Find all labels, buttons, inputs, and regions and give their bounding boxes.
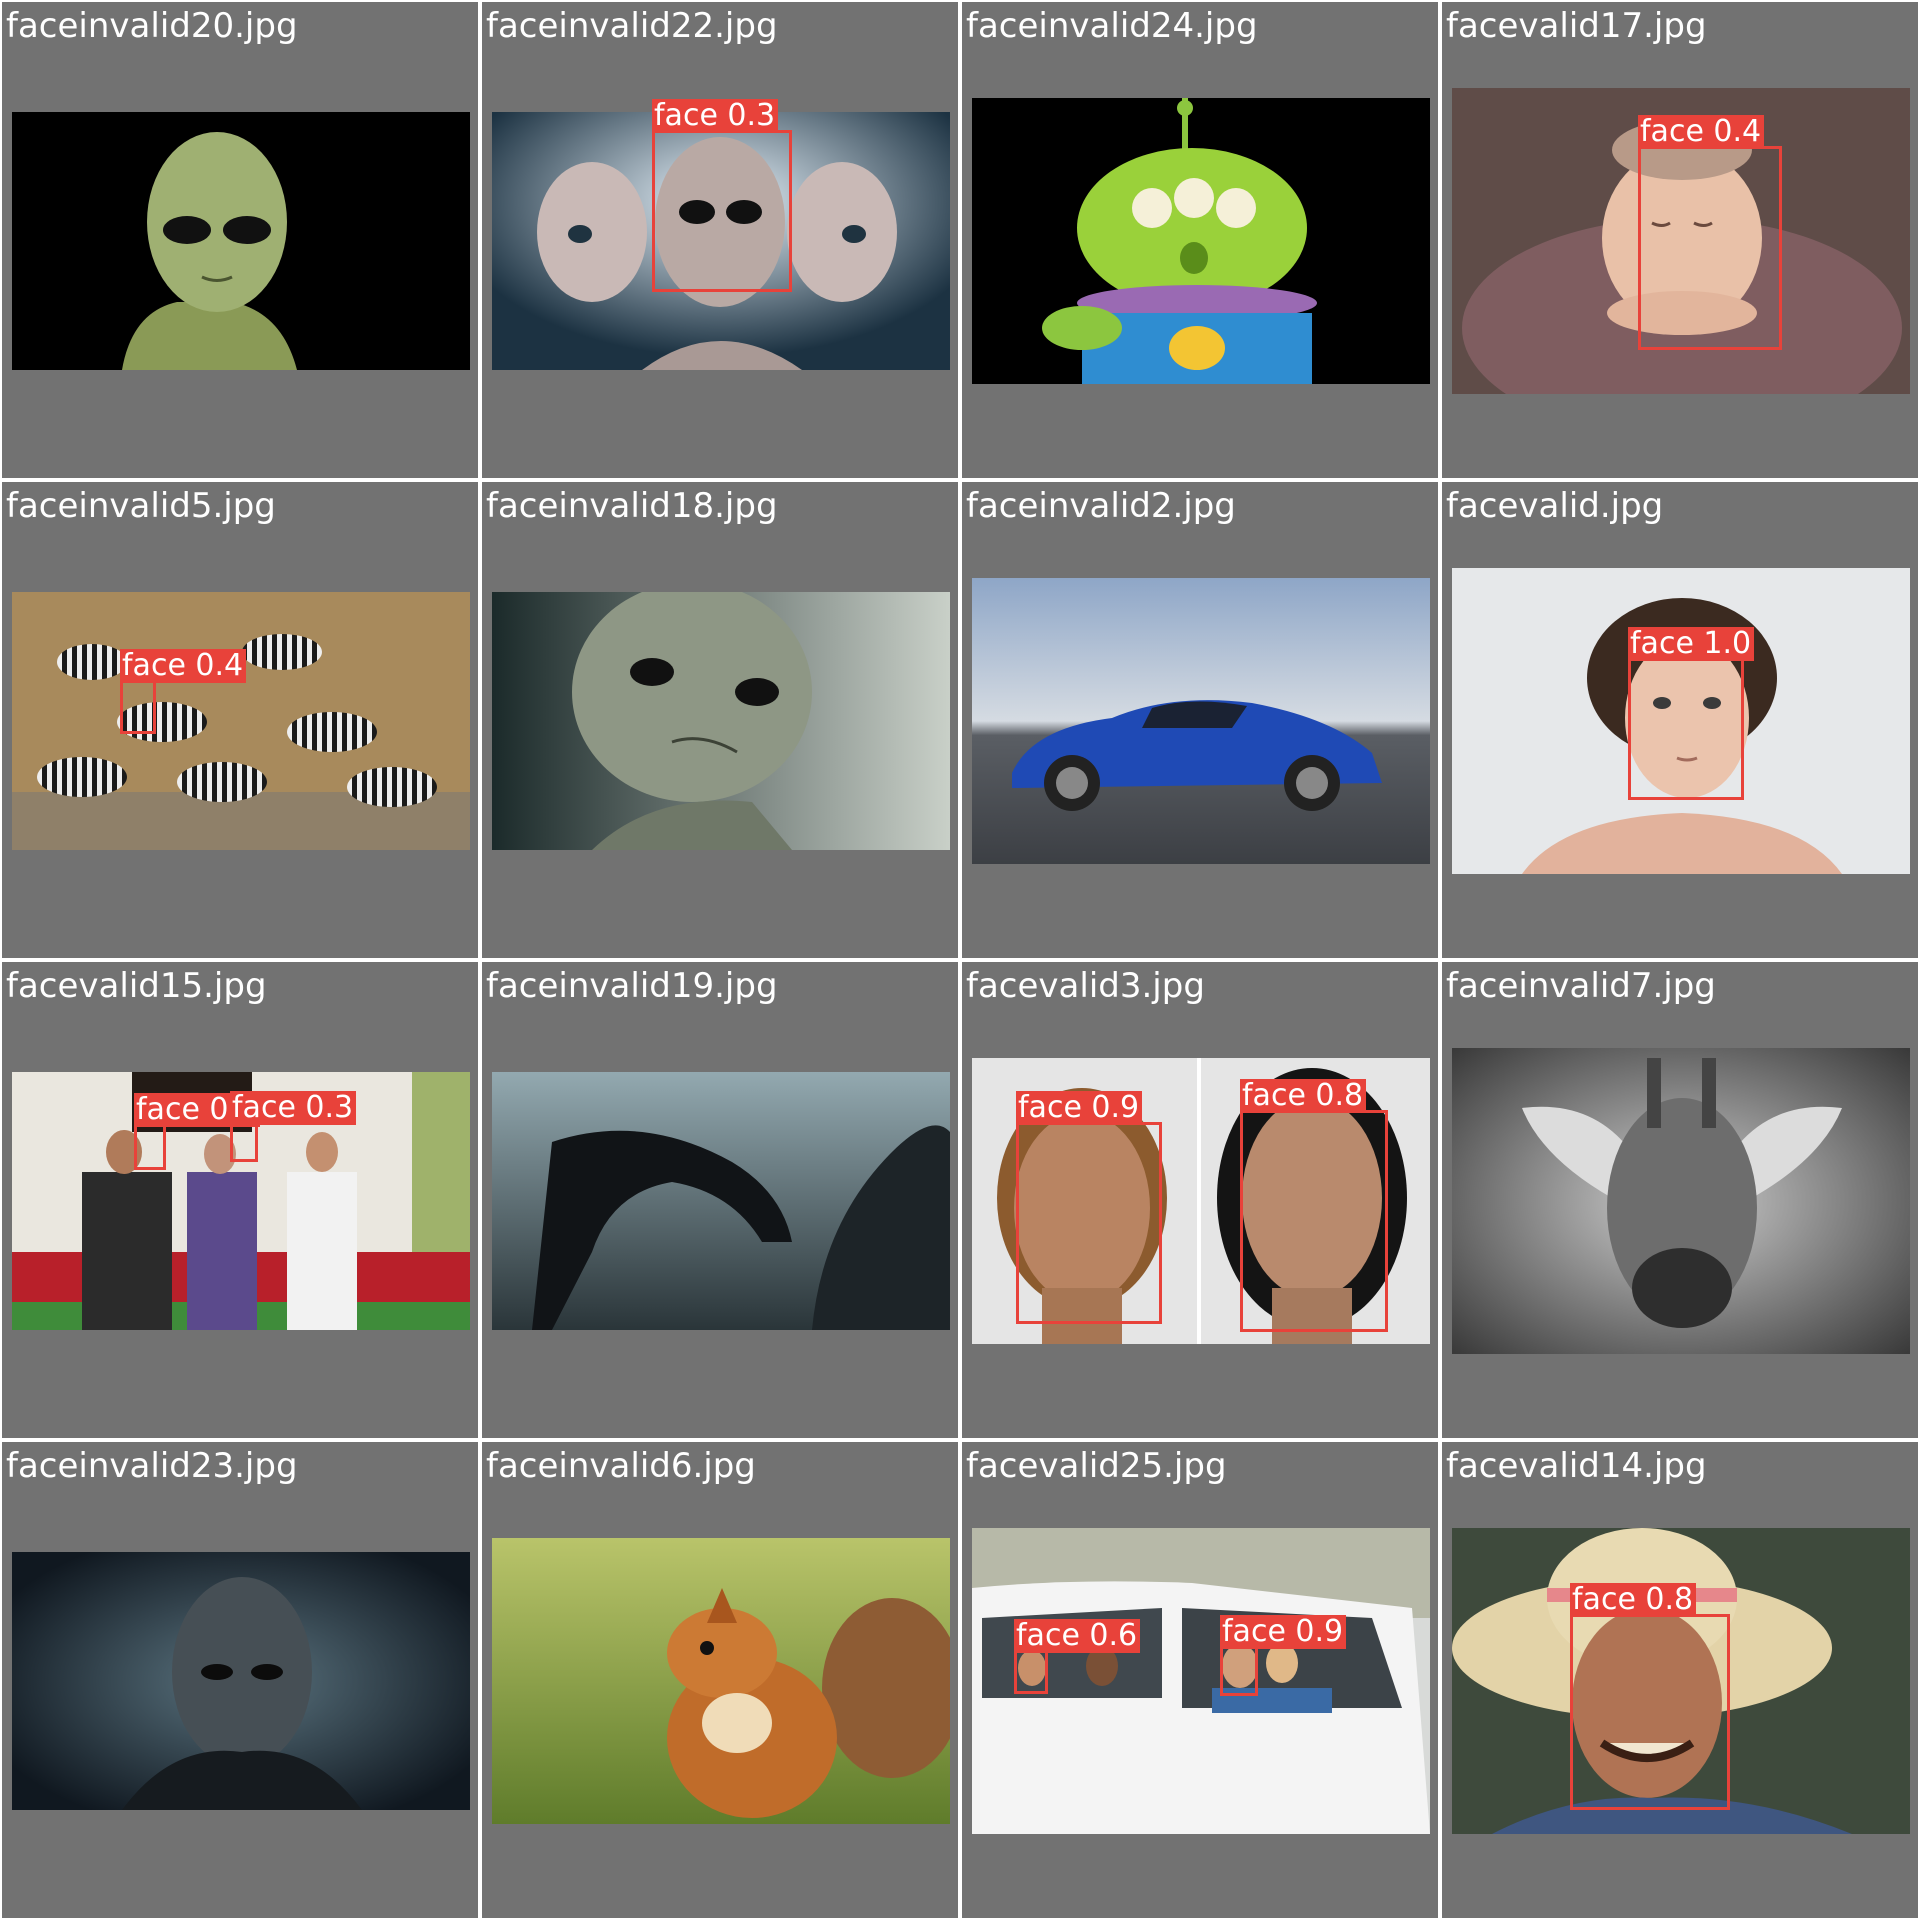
tile-facevalid25[interactable]: facevalid25.jpg face 0.6 face 0.9: [962, 1442, 1438, 1918]
tile-title: facevalid.jpg: [1446, 486, 1664, 526]
tile-title: faceinvalid23.jpg: [6, 1446, 298, 1486]
photo-blue-car: [972, 578, 1430, 864]
tile-faceinvalid23[interactable]: faceinvalid23.jpg: [2, 1442, 478, 1918]
tile-faceinvalid5[interactable]: faceinvalid5.jpg face 0.4: [2, 482, 478, 958]
photo-baby: [1452, 88, 1910, 394]
detection-box: face 0.8: [1570, 1583, 1730, 1810]
tile-facevalid17[interactable]: facevalid17.jpg face 0.4: [1442, 2, 1918, 478]
detection-box: face 0.8: [1240, 1079, 1388, 1332]
detection-box: face 0.3: [230, 1091, 357, 1162]
detection-label: face 0.8: [1570, 1583, 1697, 1617]
photo-old-man-hat: [1452, 1528, 1910, 1834]
tile-faceinvalid19[interactable]: faceinvalid19.jpg: [482, 962, 958, 1438]
tile-facevalid14[interactable]: facevalid14.jpg face 0.8: [1442, 1442, 1918, 1918]
detection-label: face 0.6: [1014, 1619, 1141, 1653]
photo-zebras: [12, 592, 470, 850]
photo-alien-trio: [492, 112, 950, 370]
detection-label: face 0.8: [1240, 1079, 1367, 1113]
tile-faceinvalid20[interactable]: faceinvalid20.jpg: [2, 2, 478, 478]
detection-label: face 0.4: [1638, 115, 1765, 149]
detection-box: face 0.8: [134, 1093, 261, 1170]
photo-alien-grey: [492, 592, 950, 850]
tile-title: faceinvalid22.jpg: [486, 6, 778, 46]
tile-faceinvalid24[interactable]: faceinvalid24.jpg: [962, 2, 1438, 478]
detection-box: face 1.0: [1628, 627, 1755, 800]
photo-dark-alien: [12, 1552, 470, 1810]
tile-facevalid15[interactable]: facevalid15.jpg face 0.8 face 0.3: [2, 962, 478, 1438]
detection-box: face 0.3: [652, 99, 792, 292]
detection-box: face 0.4: [1638, 115, 1782, 350]
tile-title: faceinvalid18.jpg: [486, 486, 778, 526]
detection-box: face 0.9: [1016, 1091, 1162, 1324]
tile-title: facevalid14.jpg: [1446, 1446, 1707, 1486]
detection-label: face 0.9: [1016, 1091, 1143, 1125]
photo-alien-green: [12, 112, 470, 370]
tile-title: facevalid17.jpg: [1446, 6, 1707, 46]
photo-giraffe: [1452, 1048, 1910, 1354]
tile-title: facevalid3.jpg: [966, 966, 1205, 1006]
tile-title: faceinvalid2.jpg: [966, 486, 1236, 526]
detection-label: face 0.4: [120, 649, 247, 683]
photo-toy-alien: [972, 98, 1430, 384]
detection-box: face 0.9: [1220, 1615, 1347, 1696]
tile-title: facevalid25.jpg: [966, 1446, 1227, 1486]
tile-facevalid3[interactable]: facevalid3.jpg face 0.9 face 0.8: [962, 962, 1438, 1438]
tile-faceinvalid22[interactable]: faceinvalid22.jpg face 0.3: [482, 2, 958, 478]
tile-title: faceinvalid24.jpg: [966, 6, 1258, 46]
tile-title: facevalid15.jpg: [6, 966, 267, 1006]
tile-title: faceinvalid19.jpg: [486, 966, 778, 1006]
photo-xenomorph: [492, 1072, 950, 1330]
tile-faceinvalid6[interactable]: faceinvalid6.jpg: [482, 1442, 958, 1918]
detection-label: face 0.3: [652, 99, 779, 133]
detection-label: face 0.9: [1220, 1615, 1347, 1649]
tile-facevalid[interactable]: facevalid.jpg face 1.0: [1442, 482, 1918, 958]
detection-box: face 0.4: [120, 649, 247, 734]
tile-faceinvalid7[interactable]: faceinvalid7.jpg: [1442, 962, 1918, 1438]
tile-title: faceinvalid5.jpg: [6, 486, 276, 526]
tile-title: faceinvalid6.jpg: [486, 1446, 756, 1486]
photo-squirrel: [492, 1538, 950, 1824]
tile-title: faceinvalid7.jpg: [1446, 966, 1716, 1006]
detection-box: face 0.6: [1014, 1619, 1141, 1694]
tile-faceinvalid18[interactable]: faceinvalid18.jpg: [482, 482, 958, 958]
tile-title: faceinvalid20.jpg: [6, 6, 298, 46]
tile-faceinvalid2[interactable]: faceinvalid2.jpg: [962, 482, 1438, 958]
detection-label: face 1.0: [1628, 627, 1755, 661]
detection-label: face 0.3: [230, 1091, 357, 1125]
